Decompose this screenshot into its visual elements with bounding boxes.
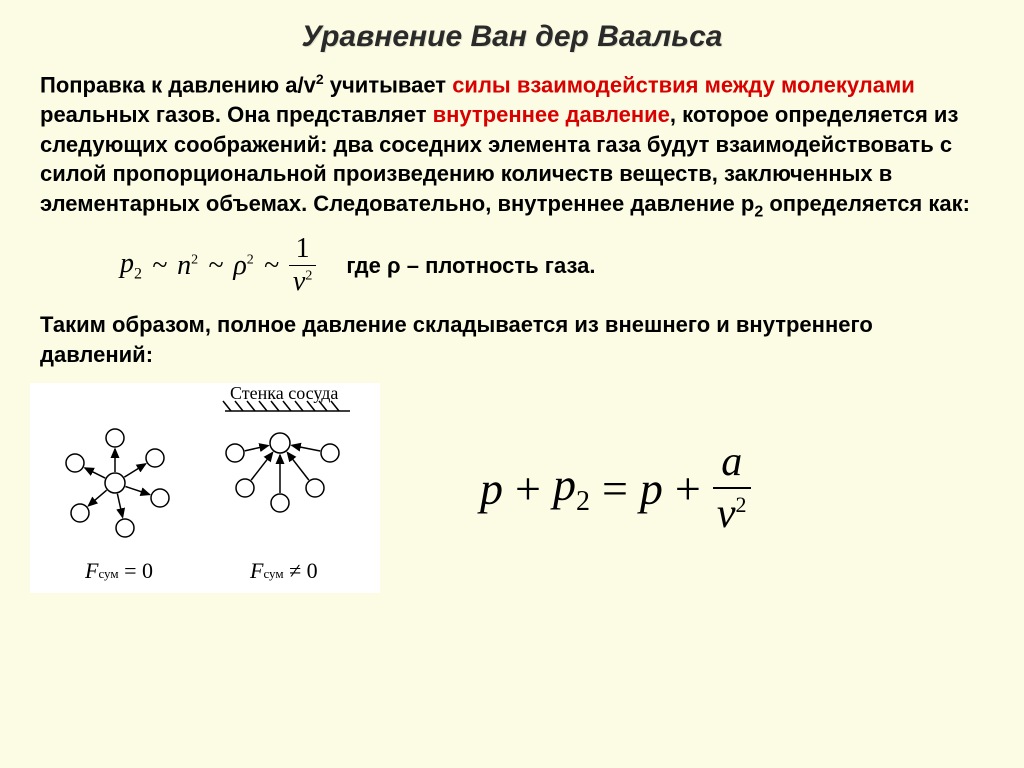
equation-2: p + p2 = p + a v2 bbox=[480, 441, 751, 535]
plus: + bbox=[675, 462, 701, 515]
subscript: 2 bbox=[576, 487, 590, 518]
numerator: 1 bbox=[292, 235, 314, 265]
tilde: ~ bbox=[152, 250, 167, 282]
highlight-forces: силы взаимодействия между молекулами bbox=[452, 72, 915, 97]
equation-1-label: где ρ – плотность газа. bbox=[346, 253, 595, 279]
var-p: p bbox=[640, 462, 663, 515]
equation-1: p2 ~ n2 ~ ρ2 ~ 1 v2 bbox=[120, 235, 316, 296]
tilde: ~ bbox=[264, 250, 279, 282]
highlight-pressure: внутреннее давление bbox=[433, 102, 670, 127]
var-rho: ρ bbox=[233, 250, 246, 281]
equation-1-row: p2 ~ n2 ~ ρ2 ~ 1 v2 где ρ – плотность га… bbox=[120, 235, 994, 296]
page-title: Уравнение Ван дер Ваальса bbox=[30, 20, 994, 54]
conclusion-paragraph: Таким образом, полное давление складывае… bbox=[30, 310, 994, 369]
text: реальных газов. Она представляет bbox=[40, 102, 433, 127]
intro-paragraph: Поправка к давлению a/v2 учитывает силы … bbox=[30, 70, 994, 223]
molecule-diagram: Стенка сосуда Fсум = 0 Fсум ≠ 0 bbox=[30, 383, 380, 593]
numerator: a bbox=[717, 441, 746, 487]
text: учитывает bbox=[324, 72, 453, 97]
plus: + bbox=[515, 462, 541, 515]
f-sum-right: Fсум ≠ 0 bbox=[250, 558, 318, 584]
var-n: n bbox=[177, 250, 191, 281]
fraction: a v2 bbox=[713, 441, 751, 535]
tilde: ~ bbox=[208, 250, 223, 282]
f-sum-left: Fсум = 0 bbox=[85, 558, 153, 584]
denominator: v2 bbox=[713, 487, 751, 535]
denominator: v2 bbox=[289, 265, 316, 296]
var-p2: p bbox=[553, 459, 576, 510]
bottom-row: Стенка сосуда Fсум = 0 Fсум ≠ 0 p + p2 =… bbox=[30, 383, 994, 593]
text: определяется как: bbox=[763, 191, 970, 216]
subscript: 2 bbox=[134, 265, 142, 282]
var-p: p bbox=[120, 248, 134, 279]
fraction: 1 v2 bbox=[289, 235, 316, 296]
text: Поправка к давлению a/v bbox=[40, 72, 316, 97]
superscript: 2 bbox=[316, 71, 324, 87]
var-p: p bbox=[480, 462, 503, 515]
subscript: 2 bbox=[754, 203, 763, 220]
superscript: 2 bbox=[247, 252, 254, 267]
diagram-svg bbox=[30, 383, 380, 593]
superscript: 2 bbox=[191, 252, 198, 267]
equals: = bbox=[602, 462, 628, 515]
